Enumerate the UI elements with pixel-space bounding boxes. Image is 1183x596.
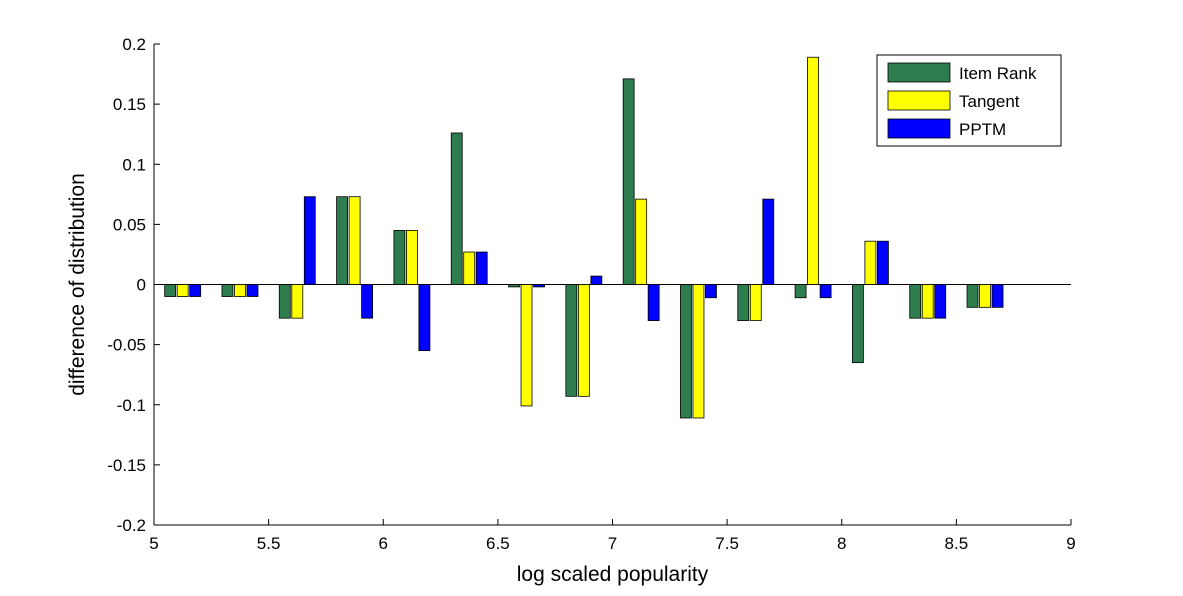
y-tick-label: -0.2 [117,516,146,535]
legend-swatch [887,62,951,83]
bar [692,284,705,419]
bar [635,198,648,285]
x-tick-label: 9 [1066,534,1075,553]
bar [762,198,775,285]
x-tick-label: 5 [149,534,158,553]
bar-series [164,78,979,419]
bar [991,284,1004,308]
bar [794,284,807,299]
bar [520,284,533,407]
bar [705,284,717,299]
y-tick-label: 0.1 [122,155,146,174]
bar [234,284,246,297]
bar [909,284,922,319]
bar [647,284,660,321]
bar [303,196,316,285]
bar-series [176,56,991,419]
x-tick-label: 6.5 [486,534,510,553]
bar [246,284,259,297]
bar [565,284,578,397]
bar-series-group [164,56,1004,419]
bar [418,284,431,352]
bar [361,284,373,319]
x-tick-label: 8 [837,534,846,553]
legend-label: Tangent [959,92,1020,111]
bar [508,284,520,288]
bar [622,78,635,285]
bar [221,284,234,297]
bar [749,284,762,321]
bar [475,251,488,285]
legend-swatch [887,90,951,111]
x-tick-label: 8.5 [945,534,969,553]
bar [590,275,603,285]
x-tick-label: 5.5 [257,534,281,553]
bar [533,284,545,288]
y-tick-label: -0.15 [107,456,146,475]
bar [176,284,189,297]
bar [348,196,361,285]
bar [819,284,832,299]
bar [164,284,177,297]
bar [852,284,864,364]
bar [934,284,947,319]
y-tick-label: -0.1 [117,396,146,415]
bar [189,284,202,297]
bar [393,229,406,285]
y-axis-label: difference of distribution [66,173,89,396]
x-tick-label: 7 [608,534,617,553]
bar [737,284,750,321]
legend-swatch [887,118,951,139]
bar [807,56,819,285]
y-tick-label: -0.05 [107,336,146,355]
bar [577,284,590,397]
legend: Item Rank Tangent PPTM [876,54,1062,147]
bar [864,240,877,285]
legend-label: PPTM [959,120,1006,139]
bar [979,284,991,308]
legend-label: Item Rank [959,64,1037,83]
bar [680,284,692,419]
x-tick-label: 7.5 [715,534,739,553]
x-tick-label: 6 [379,534,388,553]
bar [450,132,463,285]
bar [291,284,304,319]
y-tick-label: 0.15 [113,95,146,114]
y-tick-label: 0.2 [122,35,146,54]
x-axis-label: log scaled popularity [517,563,709,586]
bar [463,251,476,285]
bar [406,229,418,285]
bar [877,240,889,285]
bar [921,284,934,319]
y-tick-label: 0 [137,276,146,295]
tick-labels: 5 5.5 6 6.5 7 7.5 8 8.5 9 0.2 0.15 0.1 0.05 0 -0.05 -0.… [107,35,1075,553]
bar [336,196,348,285]
y-tick-label: 0.05 [113,215,146,234]
bar-series [189,196,1004,352]
bar [278,284,291,319]
bar [966,284,979,308]
